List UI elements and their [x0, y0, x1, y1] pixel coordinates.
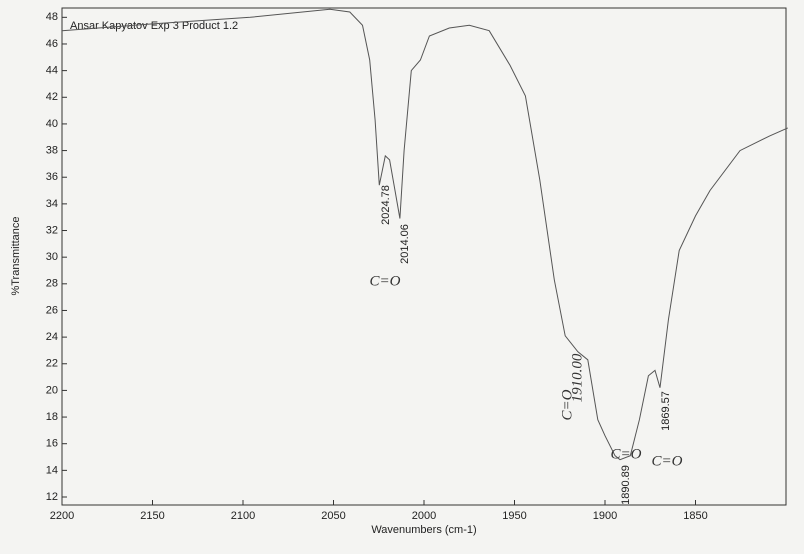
y-tick-label: 38 [46, 144, 58, 156]
plot-frame [61, 7, 787, 506]
x-axis-label: Wavenumbers (cm-1) [371, 524, 476, 536]
y-axis-label: %Transmittance [10, 216, 22, 295]
x-tick-label: 2200 [50, 510, 74, 522]
y-tick-label: 14 [46, 464, 58, 476]
spectrum-line [61, 8, 789, 461]
y-tick-label: 16 [46, 438, 58, 450]
x-tick-label: 2100 [231, 510, 255, 522]
y-tick-label: 32 [46, 224, 58, 236]
peak-label: 2024.78 [380, 185, 392, 225]
y-tick-label: 20 [46, 384, 58, 396]
y-tick-label: 18 [46, 411, 58, 423]
y-tick-label: 40 [46, 118, 58, 130]
x-tick-label: 1900 [593, 510, 617, 522]
y-tick-label: 26 [46, 304, 58, 316]
y-tick-label: 42 [46, 91, 58, 103]
y-tick-label: 22 [46, 358, 58, 370]
y-tick-label: 24 [46, 331, 58, 343]
peak-label: 1869.57 [660, 391, 672, 431]
y-tick-label: 30 [46, 251, 58, 263]
y-tick-label: 34 [46, 198, 58, 210]
handwritten-note: C=O [370, 273, 401, 289]
y-tick-label: 44 [46, 65, 58, 77]
y-tick-label: 48 [46, 11, 58, 23]
handwritten-note: 1910.00 [569, 353, 585, 402]
y-tick-label: 28 [46, 278, 58, 290]
peak-label: 1890.89 [620, 465, 632, 505]
handwritten-note: C=O [559, 389, 575, 420]
handwritten-note: C=O [652, 453, 683, 469]
y-tick-label: 46 [46, 38, 58, 50]
x-tick-label: 2150 [140, 510, 164, 522]
peak-label: 2014.06 [399, 224, 411, 264]
y-tick-label: 36 [46, 171, 58, 183]
y-tick-label: 12 [46, 491, 58, 503]
x-tick-label: 2050 [321, 510, 345, 522]
x-tick-label: 1950 [502, 510, 526, 522]
chart-title: Ansar Kapyatov Exp 3 Product 1.2 [70, 20, 238, 32]
x-tick-label: 1850 [683, 510, 707, 522]
x-tick-label: 2000 [412, 510, 436, 522]
handwritten-note: C=O [611, 446, 642, 462]
